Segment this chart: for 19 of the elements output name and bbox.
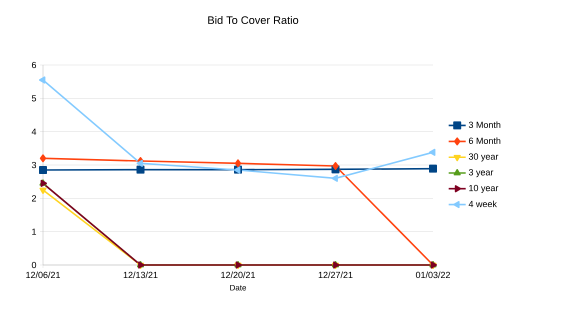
chart-title: Bid To Cover Ratio (208, 16, 298, 24)
x-tick-label: 12/27/21 (318, 272, 353, 278)
x-tick-label: 12/13/21 (124, 272, 158, 278)
x-tick-label: 12/20/21 (221, 272, 256, 278)
y-tick-label: 5 (32, 95, 36, 102)
y-tick-label: 2 (32, 195, 36, 202)
legend-label: 3 year (468, 169, 494, 178)
y-tick-label: 6 (32, 62, 36, 68)
legend-label: 4 week (468, 200, 497, 208)
legend-label: 10 year (469, 184, 498, 193)
legend-label: 30 year (468, 153, 498, 162)
x-tick-label: 12/06/21 (26, 272, 60, 278)
legend-label: 3 Month (468, 121, 500, 128)
legend-label: 6 Month (468, 137, 500, 144)
x-tick-label: 01/03/22 (416, 272, 450, 278)
y-tick-label: 3 (32, 162, 36, 168)
y-tick-label: 1 (32, 228, 36, 235)
y-tick-label: 0 (32, 262, 36, 268)
y-tick-label: 4 (32, 128, 36, 135)
